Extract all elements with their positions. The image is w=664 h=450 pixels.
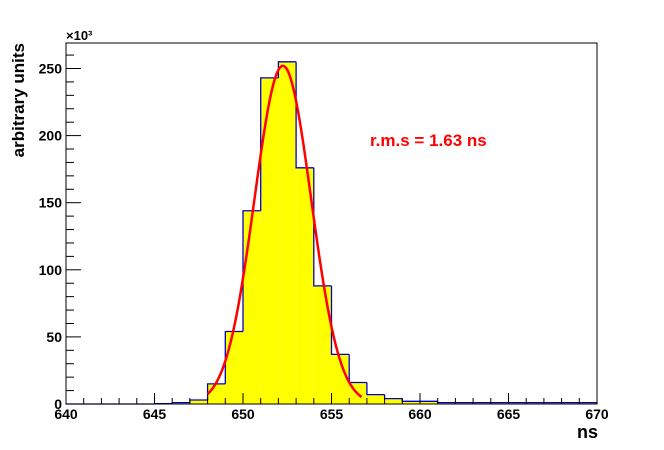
- histogram-bar: [260, 77, 279, 404]
- histogram-bar: [331, 354, 350, 404]
- x-tick-label: 655: [320, 406, 344, 422]
- histogram-bar: [437, 402, 456, 404]
- y-axis-title: arbitrary units: [9, 43, 28, 157]
- y-tick-label: 200: [39, 128, 63, 144]
- y-multiplier: ×10³: [66, 28, 93, 43]
- histogram-bar: [313, 285, 332, 404]
- y-tick-label: 150: [39, 195, 63, 211]
- histogram-outline: [313, 167, 332, 287]
- y-tick-label: 0: [54, 396, 62, 412]
- histogram-bar: [508, 402, 527, 404]
- x-tick-label: 650: [231, 406, 255, 422]
- histogram-bar: [384, 398, 403, 404]
- histogram-bar: [526, 402, 544, 404]
- x-tick-label: 640: [54, 406, 78, 422]
- histogram-bar: [225, 331, 243, 404]
- histogram-bar: [296, 167, 314, 404]
- histogram-outline: [366, 382, 385, 396]
- histogram-bar: [579, 402, 597, 404]
- y-tick-label: 250: [39, 60, 63, 76]
- histogram-bar: [172, 402, 190, 404]
- histogram-bar: [420, 401, 438, 404]
- x-axis-title: ns: [577, 422, 598, 442]
- y-tick-label: 50: [46, 329, 62, 345]
- rms-annotation: r.m.s = 1.63 ns: [370, 131, 487, 150]
- histogram-bar: [490, 402, 509, 404]
- x-tick-label: 665: [497, 406, 521, 422]
- histogram-bar: [473, 402, 491, 404]
- histogram-bar: [561, 402, 580, 404]
- histogram-bar: [455, 402, 474, 404]
- x-tick-label: 670: [585, 406, 609, 422]
- histogram-bar: [278, 61, 297, 404]
- fit-curve: [206, 64, 363, 398]
- y-tick-label: 100: [39, 262, 63, 278]
- histogram-bar: [207, 383, 226, 404]
- histogram-bar: [366, 394, 385, 404]
- x-tick-label: 645: [143, 406, 167, 422]
- histogram-outline: [242, 210, 261, 332]
- histogram-outline: [206, 383, 226, 400]
- histogram-bar: [243, 210, 261, 404]
- histogram-bar: [402, 401, 420, 404]
- histogram-bar: [543, 402, 562, 404]
- x-tick-label: 660: [408, 406, 432, 422]
- histogram-outline: [260, 77, 279, 211]
- histogram-outline: [224, 330, 243, 384]
- histogram-outline: [330, 285, 350, 355]
- histogram-bar: [189, 399, 208, 404]
- plot-area: [66, 61, 598, 405]
